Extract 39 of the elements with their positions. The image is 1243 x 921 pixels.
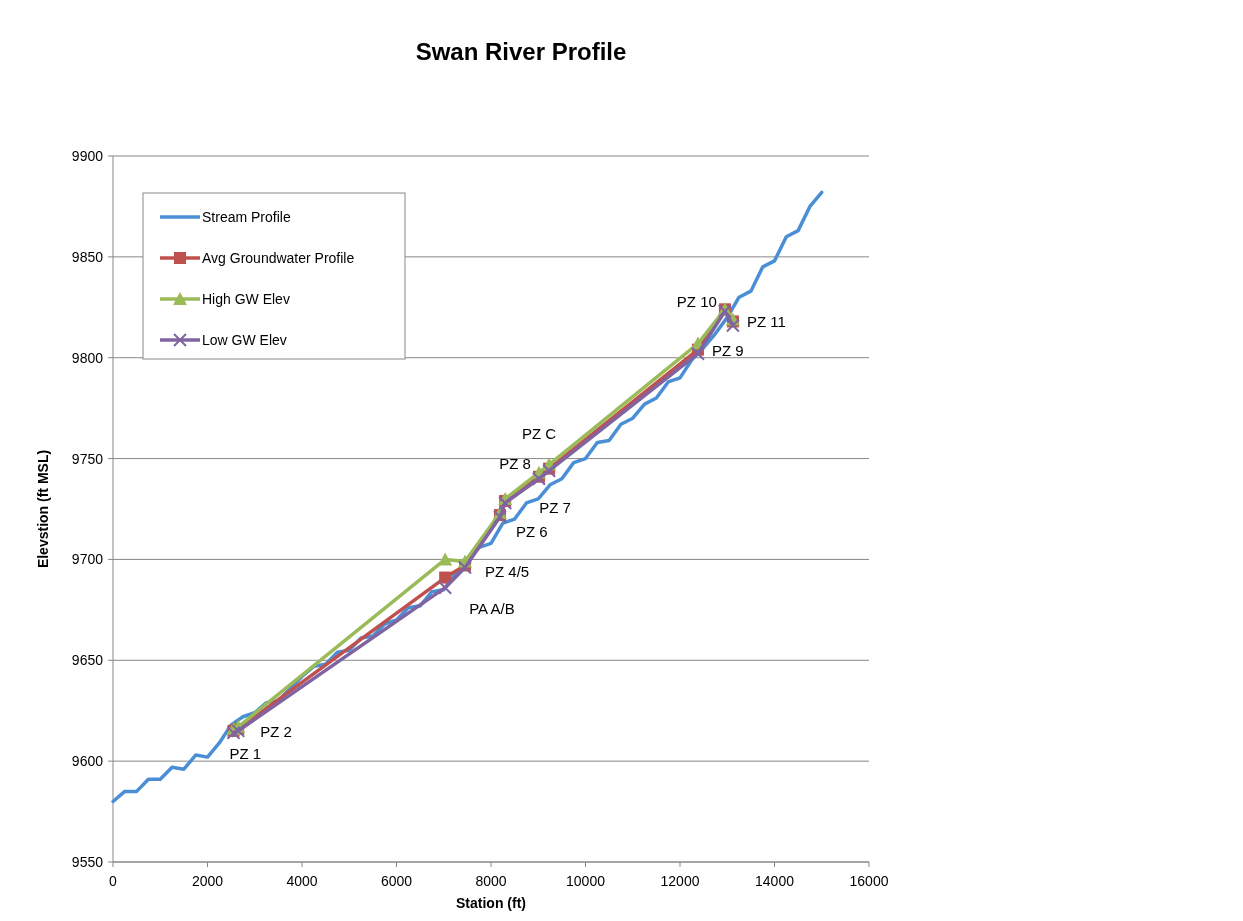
annotation: PZ 2 (260, 722, 292, 740)
chart-title: Swan River Profile (415, 38, 627, 65)
x-tick-label: 2000 (191, 873, 224, 889)
x-tick-label: 8000 (475, 873, 507, 889)
point (438, 580, 453, 595)
annotation: PZ 10 (676, 293, 717, 311)
y-tick-label: 9650 (71, 652, 104, 669)
legend-label: Avg Groundwater Profile (202, 250, 355, 266)
y-tick-label: 9750 (71, 450, 104, 467)
annotation: PZ 11 (746, 313, 786, 331)
point (438, 552, 453, 566)
annotation: PZ 6 (515, 523, 548, 541)
point (725, 318, 740, 333)
x-tick-label: 16000 (849, 873, 889, 889)
x-tick-label: 12000 (660, 873, 700, 889)
y-tick-label: 9800 (71, 349, 104, 366)
legend-label: Low GW Elev (202, 332, 287, 348)
y-tick-label: 9900 (71, 148, 104, 164)
annotation: PZ 8 (499, 454, 531, 472)
annotation: PA A/B (469, 599, 515, 617)
y-tick-label: 9850 (71, 248, 104, 265)
y-tick-label: 9700 (71, 551, 104, 568)
x-tick-label: 0 (109, 873, 118, 889)
point (690, 346, 705, 361)
annotation: PZ C (522, 424, 557, 442)
x-tick-label: 10000 (566, 873, 606, 889)
y-tick-label: 9600 (71, 753, 104, 770)
x-tick-label: 4000 (286, 873, 318, 889)
annotation: PZ 4/5 (485, 563, 530, 581)
x-axis-title: Station (ft) (456, 895, 526, 911)
y-tick-label: 9550 (71, 854, 104, 870)
x-tick-label: 6000 (380, 873, 413, 889)
annotation: PZ 7 (539, 498, 571, 516)
annotation: PZ 9 (711, 341, 744, 359)
x-tick-label: 14000 (755, 873, 795, 889)
legend-label: Stream Profile (202, 209, 291, 225)
annotation: PZ 1 (229, 744, 262, 762)
legend-label: High GW Elev (202, 291, 290, 307)
y-axis-title: Elevstion (ft MSL) (35, 449, 51, 569)
